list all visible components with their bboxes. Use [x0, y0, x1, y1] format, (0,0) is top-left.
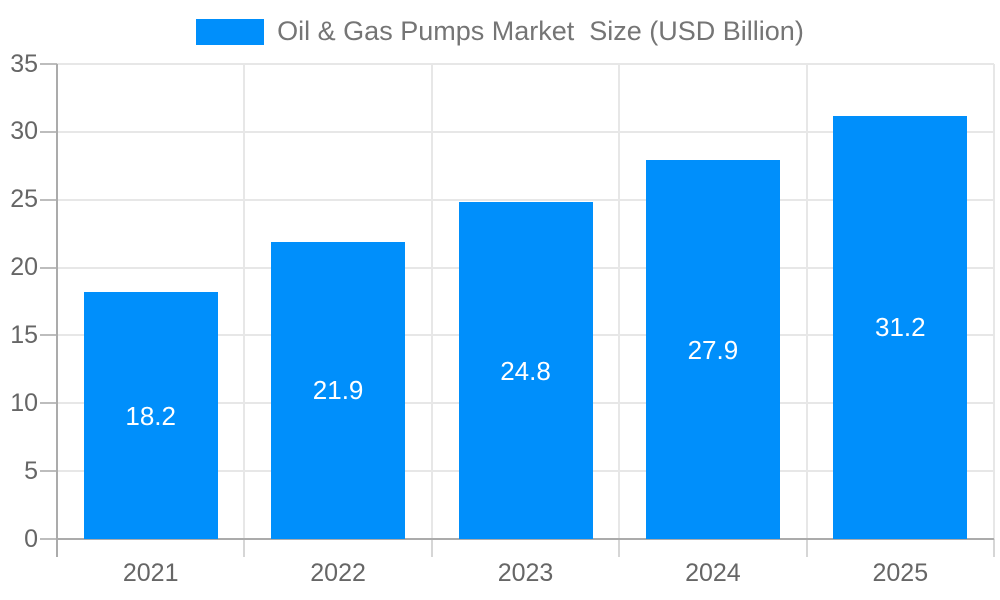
x-axis-label: 2024	[685, 559, 741, 587]
x-axis-tick	[430, 539, 433, 557]
bar[interactable]	[645, 160, 780, 539]
gridline-vertical	[618, 64, 621, 539]
y-axis-line	[56, 64, 58, 557]
bar-value-label: 31.2	[874, 312, 926, 343]
y-axis-tick	[40, 334, 57, 337]
x-axis-tick	[993, 539, 995, 557]
gridline-vertical	[805, 64, 808, 539]
x-axis-line	[56, 538, 994, 540]
y-axis-label: 0	[24, 524, 38, 553]
y-axis-label: 30	[10, 117, 38, 146]
y-axis-tick	[40, 130, 57, 133]
y-axis-tick	[40, 402, 57, 405]
x-axis-label: 2025	[872, 559, 929, 587]
x-axis-tick	[805, 539, 808, 557]
bar-value-label: 21.9	[312, 375, 364, 406]
x-axis-label: 2022	[310, 559, 366, 587]
bar-value-label: 24.8	[500, 355, 551, 386]
y-axis-tick	[40, 63, 57, 65]
y-axis-tick	[40, 538, 57, 540]
legend-swatch	[196, 18, 265, 45]
legend-item[interactable]: Oil & Gas Pumps Market Size (USD Billion…	[0, 18, 1000, 45]
y-axis-tick	[40, 266, 57, 269]
x-axis-tick	[618, 539, 621, 557]
bar-value-label: 27.9	[687, 334, 739, 365]
y-axis-label: 15	[10, 320, 38, 349]
x-axis-label: 2021	[122, 559, 179, 587]
y-axis-label: 35	[10, 49, 38, 78]
bar[interactable]	[271, 241, 406, 539]
y-axis-tick	[40, 470, 57, 473]
bar[interactable]	[833, 115, 968, 539]
bar[interactable]	[458, 202, 593, 539]
bar-value-label: 18.2	[125, 400, 176, 431]
bar[interactable]	[83, 292, 218, 539]
gridline-horizontal	[57, 63, 994, 65]
gridline-vertical	[243, 64, 246, 539]
x-axis-label: 2023	[497, 559, 554, 587]
gridline-horizontal	[57, 130, 994, 133]
x-axis-tick	[243, 539, 246, 557]
y-axis-label: 25	[10, 185, 38, 214]
gridline-vertical	[993, 64, 995, 539]
y-axis-label: 10	[10, 388, 38, 417]
y-axis-tick	[40, 198, 57, 201]
gridline-vertical	[430, 64, 433, 539]
legend-label: Oil & Gas Pumps Market Size (USD Billion…	[277, 16, 804, 46]
y-axis-label: 20	[10, 253, 38, 282]
gridline-horizontal	[57, 198, 994, 201]
y-axis-label: 5	[24, 456, 38, 485]
